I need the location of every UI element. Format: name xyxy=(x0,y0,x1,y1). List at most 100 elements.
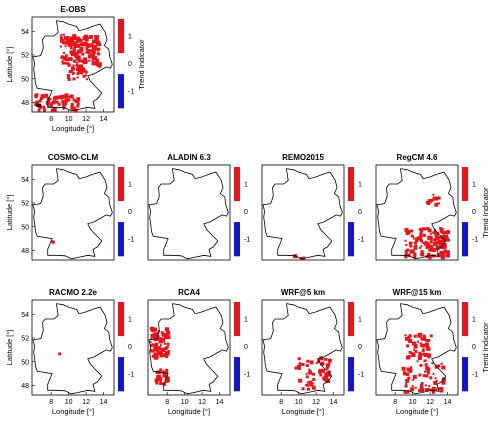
trend-cell xyxy=(160,331,164,335)
trend-cell xyxy=(92,39,97,44)
trend-cell xyxy=(427,228,432,233)
trend-cell xyxy=(420,382,424,386)
trend-cell xyxy=(94,60,98,64)
trend-cell xyxy=(151,350,154,353)
trend-cell xyxy=(426,371,430,375)
trend-cell xyxy=(424,363,428,367)
trend-cell xyxy=(443,234,447,238)
trend-cell xyxy=(442,252,446,256)
trend-cell xyxy=(328,370,331,374)
trend-cell xyxy=(60,55,64,59)
colorbar-tick-label: -1 xyxy=(472,237,478,244)
trend-cell xyxy=(159,353,164,358)
trend-cell xyxy=(60,94,65,99)
trend-cell xyxy=(151,343,154,346)
colorbar-neutral xyxy=(461,201,469,223)
trend-cell xyxy=(297,357,301,361)
colorbar-title: Trend Indicator xyxy=(481,187,490,238)
trend-cell xyxy=(98,43,101,47)
germany-outline xyxy=(32,168,113,260)
trend-cell xyxy=(411,385,414,388)
trend-cell xyxy=(424,388,428,392)
colorbar-tick-label: 0 xyxy=(128,61,132,68)
trend-cell-dark xyxy=(36,103,42,107)
trend-cell xyxy=(429,245,434,250)
trend-cell xyxy=(95,59,98,62)
trend-cell xyxy=(435,241,439,245)
trend-cell xyxy=(435,244,438,247)
trend-cell xyxy=(149,344,153,348)
trend-cell xyxy=(429,376,433,380)
germany-outline xyxy=(148,303,229,395)
trend-cell xyxy=(408,339,413,343)
trend-cell xyxy=(55,100,59,104)
trend-cell xyxy=(38,99,42,103)
x-tick-label: 8 xyxy=(49,116,53,123)
trend-cell xyxy=(327,358,332,363)
colorbar-neutral xyxy=(347,336,355,358)
trend-cell xyxy=(74,100,78,104)
trend-cell xyxy=(157,375,160,379)
trend-cell xyxy=(411,353,414,357)
x-tick-label: 8 xyxy=(165,399,169,406)
trend-cell xyxy=(153,343,157,347)
trend-cell xyxy=(57,95,62,100)
trend-cell xyxy=(434,231,438,235)
trend-cell xyxy=(72,41,77,46)
trend-cell xyxy=(413,245,418,250)
trend-cell xyxy=(432,372,435,375)
colorbar-tick-label: 0 xyxy=(244,344,248,351)
colorbar-positive xyxy=(234,167,240,202)
trend-cell xyxy=(97,35,100,37)
trend-cell xyxy=(64,45,67,48)
trend-cell xyxy=(166,345,169,348)
x-axis-label: Longitude [°] xyxy=(282,407,324,416)
trend-cell xyxy=(422,374,426,378)
trend-cell xyxy=(153,327,157,331)
trend-cell xyxy=(439,227,443,231)
trend-cell xyxy=(441,377,446,382)
trend-cell xyxy=(163,354,167,357)
trend-cell xyxy=(324,378,327,381)
trend-cell xyxy=(159,337,163,340)
trend-cell xyxy=(442,244,447,249)
trend-cell xyxy=(73,53,76,56)
trend-cell xyxy=(76,102,80,106)
trend-cell xyxy=(441,380,446,385)
colorbar-neutral xyxy=(117,336,125,358)
trend-cell xyxy=(420,239,423,243)
trend-cell xyxy=(155,336,160,341)
trend-cell xyxy=(427,339,431,342)
trend-cell xyxy=(88,44,92,48)
trend-cell xyxy=(69,50,74,55)
trend-cell xyxy=(80,42,83,46)
trend-cell xyxy=(90,42,94,46)
colorbar-tick-label: 1 xyxy=(358,182,362,189)
trend-cell xyxy=(69,42,74,46)
colorbar-tick-label: -1 xyxy=(358,372,364,379)
trend-cell xyxy=(68,96,71,98)
trend-cell xyxy=(73,108,78,113)
x-tick-label: 10 xyxy=(65,116,73,123)
trend-cell xyxy=(34,103,38,106)
trend-cell xyxy=(431,386,436,391)
trend-cell xyxy=(435,388,438,391)
colorbar-negative xyxy=(234,222,240,257)
map-frame xyxy=(31,164,115,261)
trend-cell xyxy=(311,382,314,385)
trend-cell xyxy=(322,378,325,381)
trend-cell xyxy=(88,35,93,39)
trend-cell xyxy=(417,340,419,343)
trend-cell xyxy=(414,350,418,353)
panel-title: RCA4 xyxy=(178,288,200,297)
trend-cell xyxy=(406,344,410,348)
trend-cell xyxy=(34,93,38,97)
trend-cell xyxy=(423,336,427,340)
map-frame xyxy=(261,299,345,396)
colorbar-negative xyxy=(348,222,354,257)
trend-cell xyxy=(79,47,83,50)
colorbar-title: Trend Indicator xyxy=(481,322,490,373)
trend-cell xyxy=(64,36,68,41)
trend-cell xyxy=(161,341,164,344)
